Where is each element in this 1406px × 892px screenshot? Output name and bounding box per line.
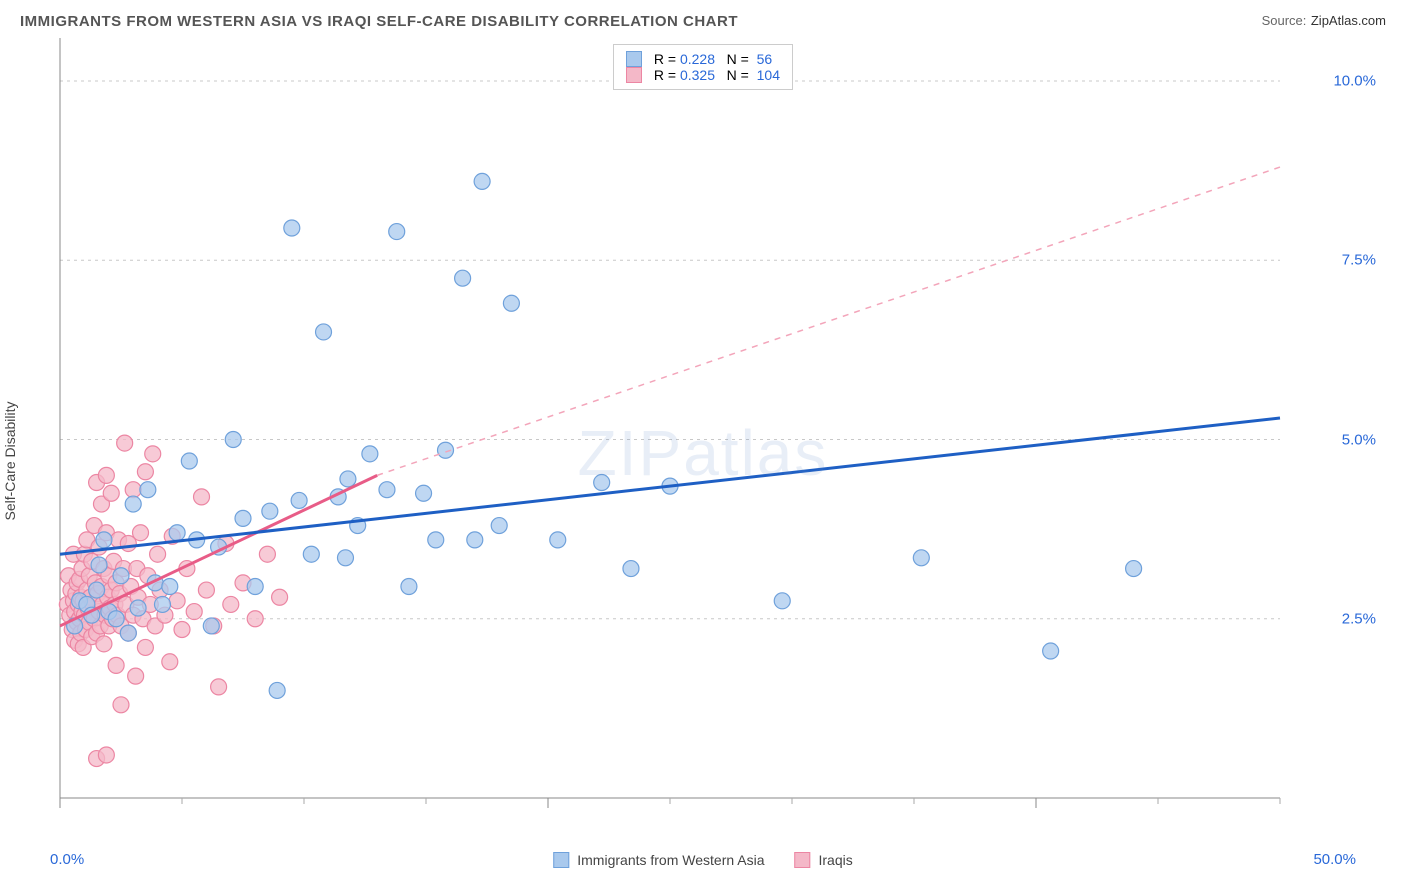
legend-swatch	[626, 67, 642, 83]
y-tick-label: 10.0%	[1333, 73, 1376, 90]
legend-series-label: Iraqis	[819, 852, 853, 868]
legend-swatch	[626, 51, 642, 67]
source: Source: ZipAtlas.com	[1262, 12, 1386, 30]
source-label: Source:	[1262, 13, 1307, 28]
legend-swatch	[795, 852, 811, 868]
source-name: ZipAtlas.com	[1311, 13, 1386, 28]
x-axis-max-label: 50.0%	[1313, 851, 1356, 868]
header: IMMIGRANTS FROM WESTERN ASIA VS IRAQI SE…	[0, 0, 1406, 38]
legend-stats-row: R = 0.325 N = 104	[626, 67, 780, 83]
y-tick-label: 7.5%	[1342, 252, 1376, 269]
legend-stats: R = 0.228 N = 56 R = 0.325 N = 104	[613, 44, 793, 90]
x-axis-min-label: 0.0%	[50, 851, 84, 868]
legend-stats-row: R = 0.228 N = 56	[626, 51, 780, 67]
scatter-chart	[20, 38, 1340, 838]
legend-stats-text: R = 0.325 N = 104	[650, 67, 780, 83]
chart-area: Self-Care Disability ZIPatlas R = 0.228 …	[20, 38, 1386, 868]
legend-series-item: Iraqis	[795, 852, 853, 868]
legend-stats-text: R = 0.228 N = 56	[650, 51, 772, 67]
y-axis-label: Self-Care Disability	[2, 401, 18, 520]
legend-series-item: Immigrants from Western Asia	[553, 852, 764, 868]
y-tick-label: 2.5%	[1342, 610, 1376, 627]
legend-series-label: Immigrants from Western Asia	[577, 852, 764, 868]
y-tick-label: 5.0%	[1342, 431, 1376, 448]
legend-swatch	[553, 852, 569, 868]
legend-series: Immigrants from Western Asia Iraqis	[553, 852, 852, 868]
chart-title: IMMIGRANTS FROM WESTERN ASIA VS IRAQI SE…	[20, 13, 738, 30]
